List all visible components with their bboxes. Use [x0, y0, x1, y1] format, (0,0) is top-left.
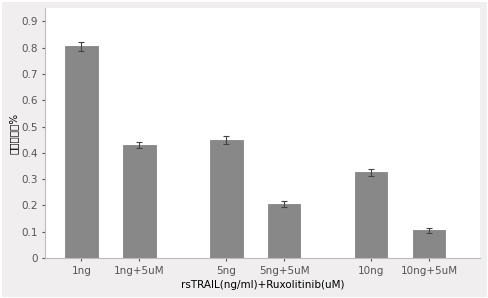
- Bar: [123, 145, 156, 258]
- Bar: [413, 230, 445, 258]
- Bar: [355, 173, 387, 258]
- Bar: [210, 140, 243, 258]
- Bar: [268, 204, 301, 258]
- Bar: [65, 46, 98, 258]
- X-axis label: rsTRAIL(ng/ml)+Ruxolitinib(uM): rsTRAIL(ng/ml)+Ruxolitinib(uM): [181, 280, 344, 290]
- Y-axis label: 细胞存活率%: 细胞存活率%: [8, 113, 19, 154]
